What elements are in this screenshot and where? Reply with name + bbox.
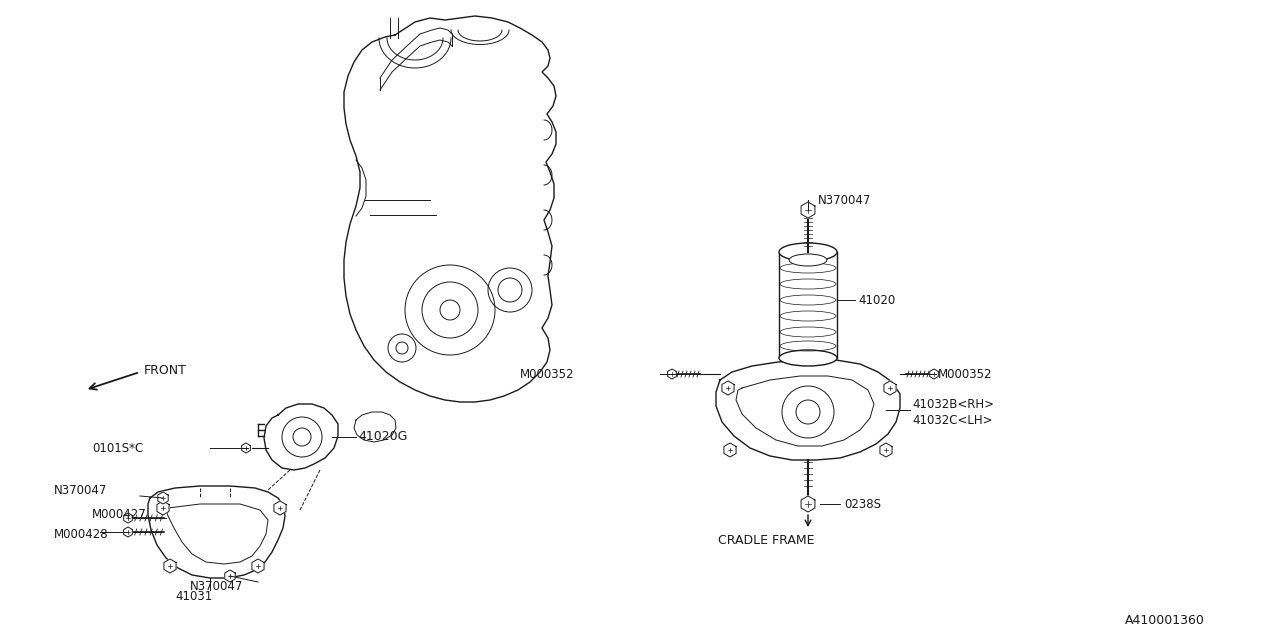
Polygon shape: [724, 443, 736, 457]
Polygon shape: [668, 369, 676, 379]
Polygon shape: [355, 412, 396, 442]
Text: N370047: N370047: [189, 579, 243, 593]
Polygon shape: [124, 527, 132, 537]
Text: FRONT: FRONT: [143, 364, 187, 376]
Polygon shape: [157, 492, 168, 504]
Text: N370047: N370047: [54, 483, 108, 497]
Text: 0238S: 0238S: [844, 497, 881, 511]
Polygon shape: [884, 381, 896, 395]
Text: M000428: M000428: [54, 529, 109, 541]
Polygon shape: [252, 559, 264, 573]
Ellipse shape: [780, 243, 837, 261]
Polygon shape: [801, 202, 815, 218]
Polygon shape: [264, 404, 338, 470]
Polygon shape: [157, 501, 169, 515]
Polygon shape: [722, 381, 733, 395]
Polygon shape: [164, 559, 177, 573]
Ellipse shape: [780, 350, 837, 366]
Text: M000352: M000352: [520, 367, 575, 381]
Text: 41032B<RH>: 41032B<RH>: [911, 397, 995, 410]
Text: A410001360: A410001360: [1125, 614, 1204, 627]
Text: N370047: N370047: [818, 193, 872, 207]
Text: M000352: M000352: [938, 367, 992, 381]
Text: 41031: 41031: [175, 591, 212, 604]
Text: 41020G: 41020G: [358, 431, 407, 444]
Polygon shape: [344, 16, 556, 402]
Polygon shape: [225, 570, 236, 582]
Text: 41020: 41020: [858, 294, 895, 307]
Polygon shape: [879, 443, 892, 457]
Text: CRADLE FRAME: CRADLE FRAME: [718, 534, 814, 547]
Polygon shape: [716, 360, 900, 460]
Polygon shape: [148, 486, 285, 578]
Polygon shape: [242, 443, 251, 453]
Polygon shape: [124, 513, 132, 523]
Ellipse shape: [790, 254, 827, 266]
Polygon shape: [801, 496, 815, 512]
Text: 0101S*C: 0101S*C: [92, 442, 143, 454]
Polygon shape: [274, 501, 285, 515]
Text: M000427: M000427: [92, 509, 147, 522]
Text: 41032C<LH>: 41032C<LH>: [911, 413, 992, 426]
Polygon shape: [929, 369, 938, 379]
